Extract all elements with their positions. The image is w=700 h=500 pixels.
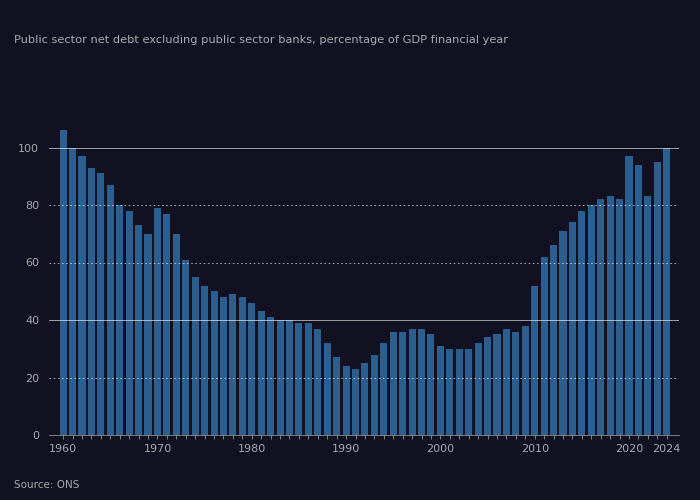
Bar	[248, 302, 256, 435]
Bar	[78, 156, 85, 435]
Bar	[267, 317, 274, 435]
Bar	[597, 199, 604, 435]
Bar	[304, 323, 312, 435]
Bar	[578, 211, 585, 435]
Bar	[192, 277, 199, 435]
Bar	[418, 328, 425, 435]
Bar	[342, 366, 349, 435]
Bar	[211, 291, 218, 435]
Bar	[380, 343, 387, 435]
Bar	[107, 185, 114, 435]
Bar	[512, 332, 519, 435]
Bar	[135, 225, 142, 435]
Bar	[125, 211, 133, 435]
Bar	[607, 196, 614, 435]
Bar	[286, 320, 293, 435]
Bar	[60, 130, 66, 435]
Bar	[116, 205, 123, 435]
Bar	[644, 196, 652, 435]
Bar	[494, 334, 500, 435]
Bar	[663, 148, 671, 435]
Bar	[428, 334, 435, 435]
Bar	[437, 346, 444, 435]
Bar	[503, 328, 510, 435]
Bar	[230, 294, 237, 435]
Bar	[220, 297, 227, 435]
Bar	[465, 349, 472, 435]
Bar	[154, 208, 161, 435]
Bar	[97, 174, 104, 435]
Bar	[616, 199, 623, 435]
Bar	[626, 156, 633, 435]
Bar	[522, 326, 528, 435]
Bar	[399, 332, 406, 435]
Bar	[484, 337, 491, 435]
Bar	[88, 168, 95, 435]
Bar	[239, 297, 246, 435]
Bar	[588, 205, 595, 435]
Bar	[559, 231, 566, 435]
Bar	[295, 323, 302, 435]
Bar	[258, 312, 265, 435]
Bar	[456, 349, 463, 435]
Bar	[371, 354, 378, 435]
Bar	[163, 214, 170, 435]
Bar	[361, 363, 368, 435]
Bar	[540, 257, 547, 435]
Bar	[201, 286, 208, 435]
Bar	[144, 234, 152, 435]
Bar	[654, 162, 661, 435]
Bar	[333, 358, 340, 435]
Bar	[69, 148, 76, 435]
Bar	[276, 320, 284, 435]
Bar	[550, 245, 557, 435]
Text: Source: ONS: Source: ONS	[14, 480, 79, 490]
Text: Public sector net debt excluding public sector banks, percentage of GDP financia: Public sector net debt excluding public …	[14, 35, 508, 45]
Bar	[173, 234, 180, 435]
Bar	[531, 286, 538, 435]
Bar	[314, 328, 321, 435]
Bar	[569, 222, 576, 435]
Bar	[635, 165, 642, 435]
Bar	[323, 343, 331, 435]
Bar	[409, 328, 416, 435]
Bar	[447, 349, 454, 435]
Bar	[475, 343, 482, 435]
Bar	[390, 332, 397, 435]
Bar	[352, 369, 359, 435]
Bar	[182, 260, 189, 435]
